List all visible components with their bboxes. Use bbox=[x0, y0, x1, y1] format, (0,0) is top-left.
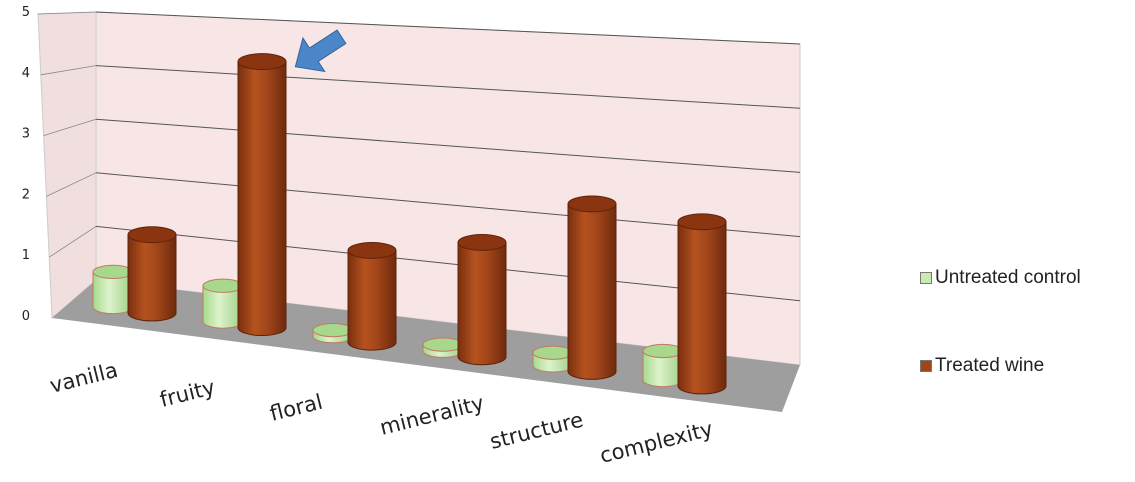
gridline-side bbox=[46, 172, 97, 197]
bar-untreated-complexity-top bbox=[642, 343, 684, 359]
gridline-side bbox=[40, 65, 97, 76]
bar-treated-vanilla-top bbox=[127, 226, 177, 244]
bar-treated-vanilla bbox=[127, 226, 177, 322]
bar-untreated-fruity-top bbox=[202, 278, 244, 293]
bar-untreated-vanilla-top bbox=[92, 264, 134, 279]
bar-treated-floral bbox=[347, 242, 397, 351]
category-label: fruity bbox=[157, 375, 217, 412]
category-label: structure bbox=[487, 408, 585, 454]
gridline-side bbox=[43, 118, 97, 136]
category-label: minerality bbox=[377, 391, 486, 440]
bar-treated-minerality-top bbox=[457, 234, 507, 251]
bar-untreated-vanilla bbox=[92, 264, 134, 315]
y-tick-label: 0 bbox=[22, 309, 30, 324]
bar-treated-fruity-top bbox=[237, 53, 287, 70]
category-label: floral bbox=[267, 390, 325, 426]
bar-treated-structure-body bbox=[567, 203, 617, 380]
category-label: complexity bbox=[597, 417, 715, 468]
bar-treated-complexity bbox=[677, 213, 727, 395]
category-label: vanilla bbox=[47, 358, 120, 398]
y-tick-label: 3 bbox=[22, 127, 30, 142]
y-tick-label: 2 bbox=[22, 187, 30, 202]
gridline bbox=[95, 65, 801, 109]
gridline bbox=[95, 11, 801, 45]
bar-untreated-structure bbox=[532, 345, 574, 373]
legend-swatch-untreated bbox=[920, 272, 932, 284]
legend-label-treated: Treated wine bbox=[935, 355, 1045, 376]
bar-untreated-complexity bbox=[642, 343, 684, 388]
bar-treated-fruity-body bbox=[237, 61, 287, 336]
bar-untreated-structure-top bbox=[532, 345, 574, 360]
bar-treated-vanilla-body bbox=[127, 234, 177, 322]
bar-untreated-minerality-top bbox=[422, 337, 464, 352]
bar-untreated-minerality bbox=[422, 337, 464, 358]
y-tick-label: 1 bbox=[22, 248, 30, 263]
bar-treated-complexity-body bbox=[677, 221, 727, 395]
bar-treated-minerality bbox=[457, 234, 507, 366]
annotation-arrow-icon bbox=[294, 29, 347, 73]
y-tick-label: 4 bbox=[22, 66, 30, 81]
legend-item-treated: Treated wine bbox=[920, 355, 1044, 377]
gridline bbox=[95, 118, 801, 173]
y-tick-label: 5 bbox=[22, 5, 30, 20]
bar-treated-complexity-top bbox=[677, 213, 727, 231]
bar-treated-floral-body bbox=[347, 249, 397, 351]
legend-item-untreated: Untreated control bbox=[920, 267, 1081, 289]
legend-swatch-treated bbox=[920, 360, 932, 372]
bar-untreated-floral-top bbox=[312, 323, 354, 338]
bar-treated-floral-top bbox=[347, 242, 397, 259]
y-axis-tick-labels: 0 1 2 3 4 5 bbox=[22, 5, 30, 324]
bar-untreated-fruity bbox=[202, 278, 244, 329]
bars bbox=[92, 53, 727, 395]
legend-label-untreated: Untreated control bbox=[935, 267, 1081, 288]
chart-side-wall bbox=[37, 11, 97, 320]
bar-treated-structure-top bbox=[567, 195, 617, 213]
gridline-side bbox=[37, 11, 97, 15]
gridline-side bbox=[48, 226, 97, 258]
bar-treated-structure bbox=[567, 195, 617, 380]
bar-treated-minerality-body bbox=[457, 241, 507, 366]
bar-treated-fruity bbox=[237, 53, 287, 336]
bar-untreated-floral bbox=[312, 323, 354, 344]
